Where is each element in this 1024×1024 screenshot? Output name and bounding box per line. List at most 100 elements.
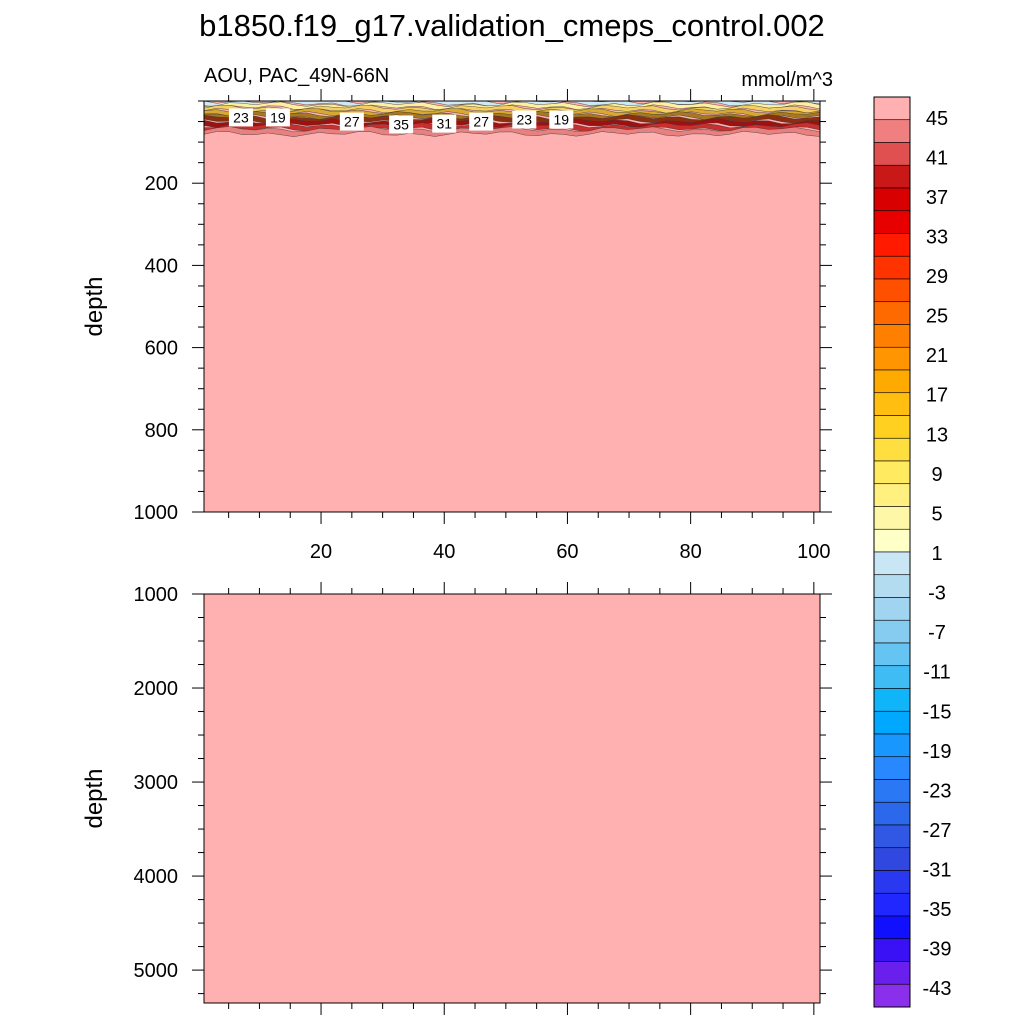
contour-label: 27 [344,114,360,130]
colorbar-swatch [873,642,911,667]
x-tick-label: 60 [556,541,578,563]
colorbar-swatch [873,551,911,576]
colorbar-swatch [873,983,911,1008]
y-tick-label: 2000 [134,678,179,700]
contour-label: 23 [517,111,533,127]
contour-label: 19 [270,109,286,125]
x-tick-label: 80 [680,541,702,563]
colorbar-label: 17 [926,385,948,407]
colorbar-swatch [873,119,911,143]
colorbar: 45 41 37 33 29 25 21 17 13 9 5 1 -3 -7 -11 -15 -19 -23 -27… [873,96,952,1008]
colorbar-swatch [873,847,911,871]
colorbar-swatch [873,688,911,712]
colorbar-label: -7 [928,622,946,644]
plot-frame [203,593,821,1004]
chart-subtitle-left: AOU, PAC_49N-66N [204,65,389,87]
colorbar-label: 5 [931,503,942,525]
colorbar-swatch [873,437,911,462]
colorbar-swatch [873,597,911,621]
colorbar-label: -27 [923,820,952,842]
colorbar-swatch [873,779,911,803]
colorbar-swatch [873,915,911,940]
colorbar-swatch [873,210,911,234]
colorbar-label: 37 [926,187,948,209]
colorbar-swatch [873,483,911,507]
colorbar-label: 45 [926,108,948,130]
y-tick-label: 3000 [134,772,179,794]
x-tick-label: 100 [797,541,830,563]
contour-label-bg [265,108,290,127]
colorbar-swatch [873,824,911,849]
colorbar-label: 1 [931,543,942,565]
y-axis-label: depth [81,276,108,336]
colorbar-label: -19 [923,741,952,763]
colorbar-label: -31 [923,860,952,882]
contour-label: 23 [233,109,249,125]
colorbar-label: 33 [926,226,948,248]
colorbar-label: 25 [926,306,948,328]
chart-title: b1850.f19_g17.validation_cmeps_control.0… [199,8,825,43]
plot-fill [204,101,820,512]
colorbar-label: -39 [923,939,952,961]
contour-label-bg [432,114,457,133]
upper-panel: 23 19 27 35 31 27 23 19 200 400 600 800 1000 20 40 60 80… [81,89,832,563]
colorbar-label: -43 [923,978,952,1000]
colorbar-swatch [873,324,911,348]
y-tick-label: 200 [145,173,178,195]
colorbar-swatch [873,665,911,689]
colorbar-label: 41 [926,147,948,169]
colorbar-swatch [873,415,911,439]
colorbar-label: -3 [928,583,946,605]
colorbar-swatch [873,164,911,189]
colorbar-label: 21 [926,345,948,367]
y-tick-label: 600 [145,338,178,360]
chart-subtitle-right: mmol/m^3 [741,69,833,91]
colorbar-swatch [873,938,911,962]
colorbar-label: -23 [923,780,952,802]
colorbar-swatch [873,892,911,917]
colorbar-swatch [873,278,911,303]
contour-label: 35 [393,116,409,132]
colorbar-swatch [873,392,911,416]
contour-label-bg [549,110,574,129]
colorbar-swatch [873,301,911,325]
contour-label: 27 [473,114,489,130]
y-tick-label: 5000 [134,960,179,982]
contour-label: 31 [436,116,452,132]
colorbar-label: 9 [931,464,942,486]
colorbar-label: -35 [923,899,952,921]
colorbar-swatch [873,460,911,485]
colorbar-swatch [873,187,911,212]
y-tick-label: 4000 [134,866,179,888]
colorbar-swatch [873,733,911,758]
colorbar-swatch [873,369,911,394]
x-tick-label: 20 [310,541,332,563]
plot-fill [204,594,820,1003]
y-tick-label: 1000 [134,584,179,606]
colorbar-swatch [873,710,911,735]
contour-label-bg [228,108,253,127]
colorbar-label: -11 [923,662,950,684]
colorbar-label: 29 [926,266,948,288]
colorbar-swatch [873,756,911,780]
x-tick-label: 40 [433,541,455,563]
colorbar-swatch [873,528,911,553]
colorbar-swatch [873,506,911,530]
y-tick-label: 400 [145,255,178,277]
colorbar-swatch [873,255,911,280]
y-tick-label: 800 [145,420,178,442]
colorbar-swatch [873,233,911,257]
contour-label-bg [469,112,494,131]
contour-label-bg [339,112,364,131]
colorbar-swatch [873,574,911,598]
colorbar-swatch [873,870,911,894]
colorbar-label: -15 [923,701,952,723]
colorbar-swatch [873,801,911,826]
colorbar-frame [873,96,911,1008]
colorbar-swatch [873,142,911,166]
contour-label-bg [512,110,537,129]
y-tick-label: 1000 [134,502,179,524]
colorbar-swatch [873,96,911,121]
colorbar-swatch [873,961,911,985]
